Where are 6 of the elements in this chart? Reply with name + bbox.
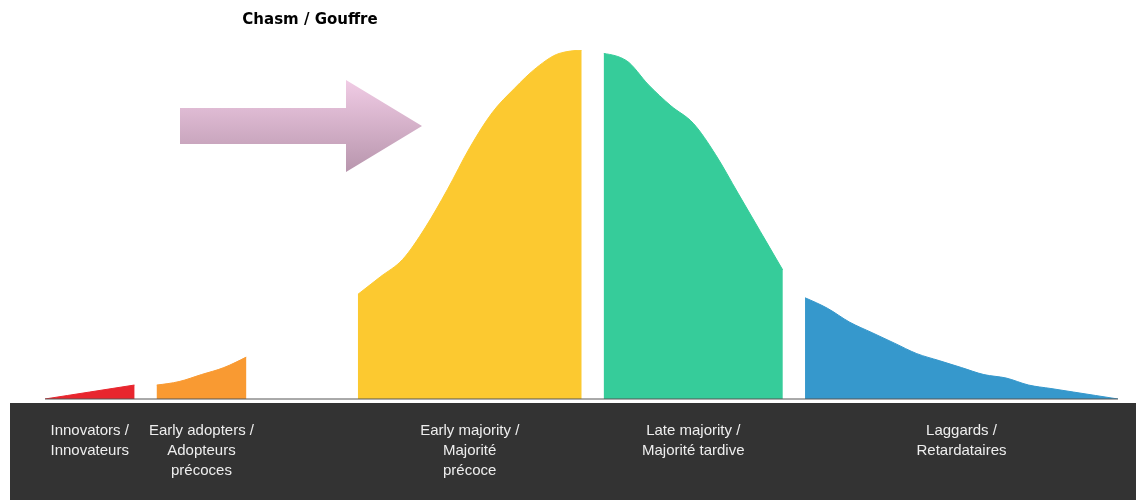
series-label: Late majority / Majorité tardive xyxy=(641,420,746,460)
series-label: Laggards / Retardataires xyxy=(915,420,1008,460)
series-label: Early adopters / Adopteurs précoces xyxy=(147,420,255,480)
series-label: Innovators / Innovateurs xyxy=(49,420,130,460)
chart-title: Chasm / Gouffre xyxy=(241,10,379,28)
series-label: Early majority / Majorité précoce xyxy=(419,420,521,480)
